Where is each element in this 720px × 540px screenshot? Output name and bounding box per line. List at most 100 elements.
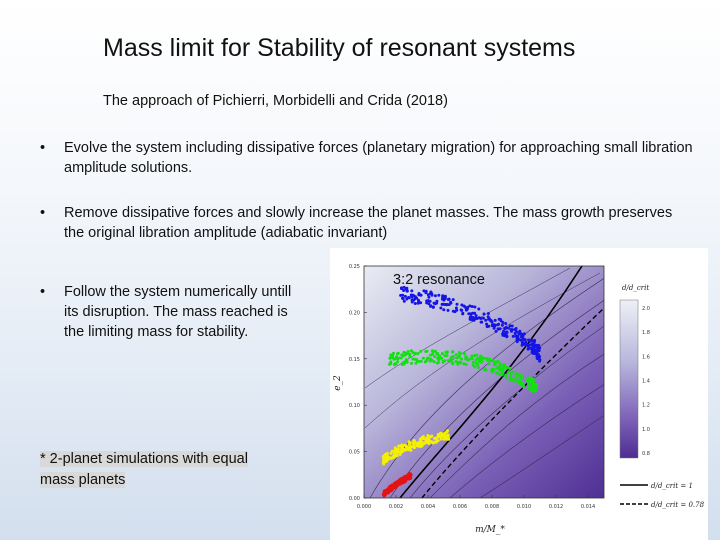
green-point (470, 354, 474, 358)
blue-point (451, 298, 455, 302)
blue-point (501, 321, 505, 324)
x-tick-label: 0.012 (549, 504, 563, 510)
blue-point (510, 328, 514, 332)
green-point (531, 377, 535, 380)
red-point (387, 485, 391, 489)
blue-point (415, 296, 419, 300)
green-point (435, 361, 439, 365)
critical-line-solid (399, 266, 583, 498)
blue-point (455, 302, 459, 306)
yellow-point (430, 434, 434, 438)
colorbar-tick-label: 1.6 (642, 354, 650, 360)
green-point (421, 356, 425, 360)
green-point (477, 366, 480, 370)
blue-point (501, 333, 505, 337)
blue-point (502, 329, 506, 333)
legend-dashed-label: d/d_crit = 0.78 (651, 501, 705, 509)
blue-point (426, 293, 430, 297)
yellow-point (407, 448, 411, 452)
green-point (402, 350, 406, 354)
blue-point (470, 305, 474, 308)
green-point (534, 384, 538, 387)
y-ticks: 0.00 0.05 0.10 0.15 0.20 0.25 (349, 264, 367, 502)
green-point (498, 362, 502, 366)
blue-point (514, 330, 518, 333)
green-point (529, 379, 533, 383)
bullet-text: Follow the system numerically untill its… (64, 284, 292, 340)
green-point (419, 349, 423, 353)
slide-subtitle: The approach of Pichierri, Morbidelli an… (103, 93, 448, 109)
colorbar-title: d/d_crit (622, 284, 649, 292)
blue-point (403, 294, 407, 298)
blue-point (447, 303, 451, 307)
blue-point (511, 334, 515, 338)
blue-point (516, 335, 519, 339)
blue-point (530, 342, 534, 346)
green-point (473, 365, 477, 369)
green-point (506, 366, 510, 370)
red-point (403, 474, 407, 478)
yellow-point (442, 437, 446, 441)
blue-point (468, 315, 472, 319)
green-point (440, 352, 444, 356)
red-point (381, 493, 385, 497)
green-point (463, 352, 467, 356)
y-tick-label: 0.00 (349, 496, 360, 502)
green-point (454, 360, 458, 363)
green-point (392, 351, 395, 355)
blue-point (496, 323, 500, 327)
green-point (487, 362, 491, 366)
green-point (508, 366, 512, 370)
y-tick-label: 0.05 (349, 450, 360, 456)
footnote-line-2: mass planets (40, 472, 126, 488)
blue-point (417, 292, 421, 295)
green-point (464, 363, 468, 366)
colorbar-tick-label: 2.0 (642, 306, 650, 312)
blue-point (410, 300, 414, 304)
yellow-point (429, 440, 433, 444)
blue-point (538, 358, 542, 362)
blue-point (435, 301, 439, 305)
green-point (404, 360, 408, 364)
blue-point (520, 341, 524, 344)
blue-point (485, 325, 489, 329)
blue-point (494, 329, 498, 333)
bullet-symbol: • (40, 284, 46, 300)
green-point (430, 358, 434, 362)
blue-point (490, 324, 494, 328)
yellow-point (432, 436, 436, 440)
green-point (389, 353, 393, 357)
yellow-point (413, 446, 417, 449)
green-point (517, 373, 521, 377)
green-point (524, 378, 528, 382)
green-point (498, 372, 502, 376)
green-point (433, 355, 436, 358)
blue-point (451, 309, 455, 313)
blue-point (520, 335, 523, 339)
yellow-point (400, 447, 404, 451)
green-point (443, 354, 447, 358)
blue-point (530, 339, 534, 343)
green-point (449, 357, 453, 361)
red-point (398, 482, 402, 485)
blue-point (433, 294, 437, 298)
yellow-point (412, 441, 416, 445)
green-point (432, 360, 436, 364)
x-tick-label: 0.004 (421, 504, 435, 510)
blue-point (532, 346, 536, 350)
blue-point (485, 322, 489, 326)
yellow-point (382, 460, 386, 464)
red-point (390, 484, 393, 488)
green-point (527, 386, 530, 390)
green-point (474, 358, 478, 362)
yellow-point (437, 433, 441, 437)
blue-point (402, 285, 406, 289)
green-point (510, 378, 514, 382)
green-point (408, 355, 412, 359)
blue-point (504, 322, 508, 325)
green-point (527, 383, 530, 386)
blue-point (536, 357, 540, 361)
blue-point (461, 311, 465, 315)
blue-point (505, 330, 509, 334)
x-tick-label: 0.014 (581, 504, 595, 510)
